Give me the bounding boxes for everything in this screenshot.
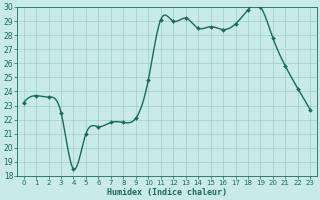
- X-axis label: Humidex (Indice chaleur): Humidex (Indice chaleur): [107, 188, 227, 197]
